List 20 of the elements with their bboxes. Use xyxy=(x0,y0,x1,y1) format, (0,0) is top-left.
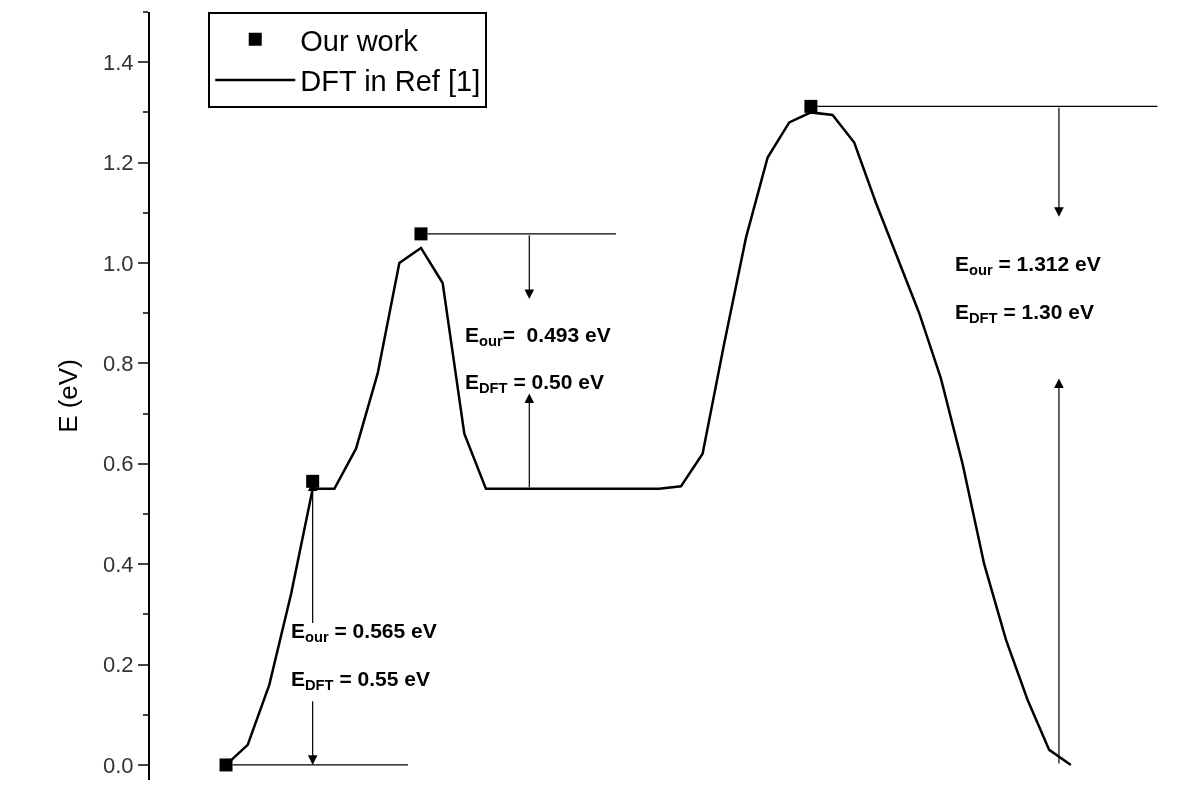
annotation: E$_{our}$= 0.493 eV xyxy=(465,323,611,350)
y-tick-label: 1.2 xyxy=(103,150,134,176)
y-tick-label: 0.2 xyxy=(103,652,134,678)
point xyxy=(804,99,818,113)
y-tick-label: 0.4 xyxy=(103,551,134,577)
annotation: E$_{DFT}$ = 0.50 eV xyxy=(465,370,604,397)
annotation: E$_{our}$ = 1.312 eV xyxy=(955,252,1101,279)
legend-label: DFT in Ref [1] xyxy=(300,65,481,98)
point xyxy=(414,227,428,241)
annotation: E$_{our}$ = 0.565 eV xyxy=(291,619,437,646)
legend-label: Our work xyxy=(300,24,419,57)
annotation: E$_{DFT}$ = 1.30 eV xyxy=(955,300,1094,327)
y-tick-label: 1.4 xyxy=(103,49,134,75)
y-tick-label: 0.0 xyxy=(103,752,134,778)
y-tick-label: 0.6 xyxy=(103,451,134,477)
y-axis-title: E (eV) xyxy=(52,359,83,433)
y-tick-label: 1.0 xyxy=(103,250,134,276)
point xyxy=(219,758,233,772)
y-tick-label: 0.8 xyxy=(103,351,134,377)
annotation: E$_{DFT}$ = 0.55 eV xyxy=(291,667,430,694)
